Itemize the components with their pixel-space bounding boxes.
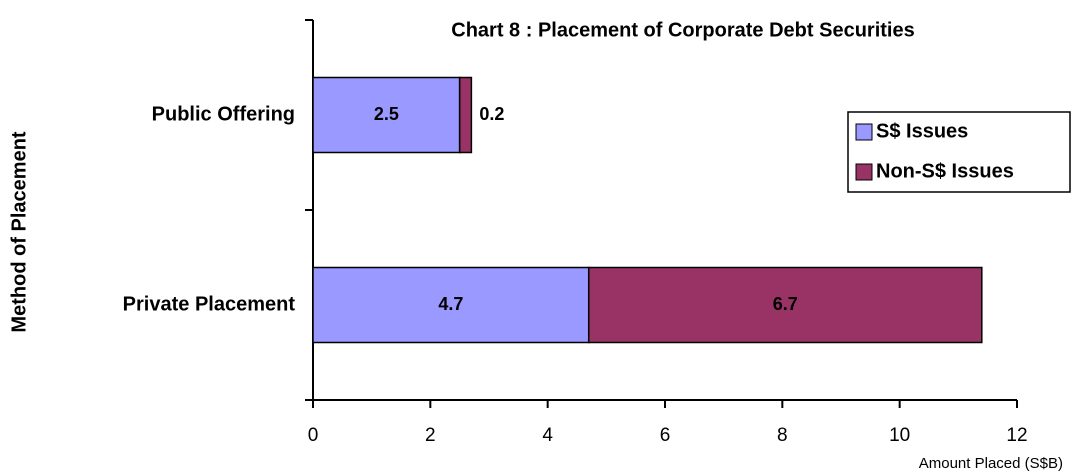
y-tick-label: Private Placement bbox=[123, 293, 296, 315]
x-tick-label: 6 bbox=[660, 425, 671, 446]
chart-title: Chart 8 : Placement of Corporate Debt Se… bbox=[451, 19, 914, 41]
x-tick-label: 0 bbox=[308, 425, 319, 446]
x-tick-label: 8 bbox=[777, 425, 788, 446]
x-axis-label: Amount Placed (S$B) bbox=[919, 455, 1063, 472]
bar-segment bbox=[312, 76, 461, 154]
x-tick-label: 2 bbox=[425, 425, 436, 446]
legend-swatch bbox=[855, 163, 873, 181]
bar-segment bbox=[587, 266, 983, 344]
data-label: 2.5 bbox=[374, 104, 399, 124]
legend-label: Non-S$ Issues bbox=[876, 160, 1014, 182]
y-axis-label: Method of Placement bbox=[8, 131, 30, 332]
data-label: 0.2 bbox=[479, 104, 504, 124]
legend-swatch bbox=[855, 123, 873, 141]
data-label: 4.7 bbox=[438, 294, 463, 314]
legend-label: S$ Issues bbox=[876, 120, 968, 142]
legend-box bbox=[847, 111, 1071, 193]
bar-segment bbox=[458, 76, 473, 154]
bar-segment bbox=[312, 266, 590, 344]
x-tick-label: 12 bbox=[1006, 425, 1027, 446]
x-tick-label: 10 bbox=[889, 425, 910, 446]
data-label: 6.7 bbox=[773, 294, 798, 314]
y-tick-label: Public Offering bbox=[152, 103, 295, 125]
x-tick-label: 4 bbox=[542, 425, 553, 446]
